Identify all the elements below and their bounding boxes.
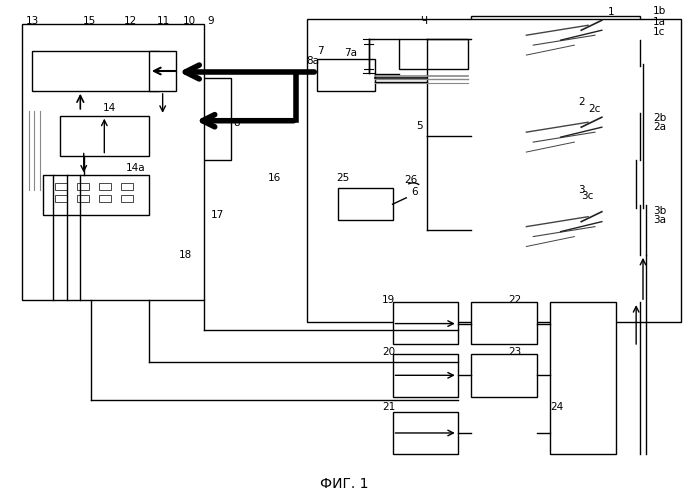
Bar <box>471 208 639 255</box>
Text: 16: 16 <box>267 173 281 183</box>
Text: 11: 11 <box>157 16 170 26</box>
Bar <box>43 176 149 215</box>
Text: 20: 20 <box>382 347 395 357</box>
Text: 3c: 3c <box>582 192 594 202</box>
Text: 7a: 7a <box>344 48 358 58</box>
Text: 2a: 2a <box>653 122 666 132</box>
Text: 24: 24 <box>551 402 564 411</box>
Text: 19: 19 <box>382 294 395 304</box>
Text: 5: 5 <box>417 120 423 130</box>
Text: 8a: 8a <box>306 56 319 66</box>
Bar <box>55 196 68 202</box>
Bar <box>393 354 457 397</box>
Text: 3a: 3a <box>653 215 666 225</box>
Text: 23: 23 <box>508 347 521 357</box>
Text: 26: 26 <box>404 176 418 186</box>
Bar <box>551 302 615 454</box>
Bar <box>471 354 537 397</box>
Bar <box>149 51 176 91</box>
Text: 3: 3 <box>578 186 584 196</box>
Bar <box>307 19 681 322</box>
Bar <box>317 58 376 91</box>
Text: 6: 6 <box>412 188 418 198</box>
Text: 2c: 2c <box>588 104 601 115</box>
Bar <box>121 183 133 190</box>
Bar <box>338 188 393 220</box>
Bar <box>99 183 111 190</box>
Bar <box>393 412 457 454</box>
Bar <box>22 24 204 299</box>
Bar <box>194 78 232 160</box>
Text: 12: 12 <box>123 16 137 26</box>
Bar <box>99 196 111 202</box>
Text: 2: 2 <box>578 97 584 107</box>
Text: 14a: 14a <box>126 164 146 173</box>
Bar <box>32 51 159 91</box>
Text: 13: 13 <box>25 16 39 26</box>
Bar <box>77 183 89 190</box>
Text: 1: 1 <box>607 8 614 18</box>
Text: 25: 25 <box>336 174 349 184</box>
Text: 1b: 1b <box>653 6 666 16</box>
Bar <box>393 302 457 344</box>
Bar <box>400 38 468 68</box>
Text: 1c: 1c <box>653 27 666 37</box>
Text: 10: 10 <box>183 16 196 26</box>
Bar <box>60 116 149 156</box>
Text: 7: 7 <box>317 46 324 56</box>
Bar <box>55 183 68 190</box>
Text: 8: 8 <box>234 118 240 128</box>
Text: 2b: 2b <box>653 113 666 123</box>
Bar <box>471 16 639 64</box>
Bar <box>77 196 89 202</box>
Text: 14: 14 <box>103 104 116 114</box>
Bar <box>471 302 537 344</box>
Text: Ч: Ч <box>420 16 427 26</box>
Text: 22: 22 <box>508 294 521 304</box>
Text: 21: 21 <box>382 402 395 411</box>
Bar <box>471 114 639 160</box>
Text: 3b: 3b <box>653 206 666 216</box>
Text: 15: 15 <box>83 16 96 26</box>
Text: 1a: 1a <box>653 18 666 28</box>
Text: ФИГ. 1: ФИГ. 1 <box>320 476 369 490</box>
Text: 17: 17 <box>211 210 224 220</box>
Text: 18: 18 <box>178 250 192 260</box>
Bar <box>121 196 133 202</box>
Text: 9: 9 <box>207 16 214 26</box>
